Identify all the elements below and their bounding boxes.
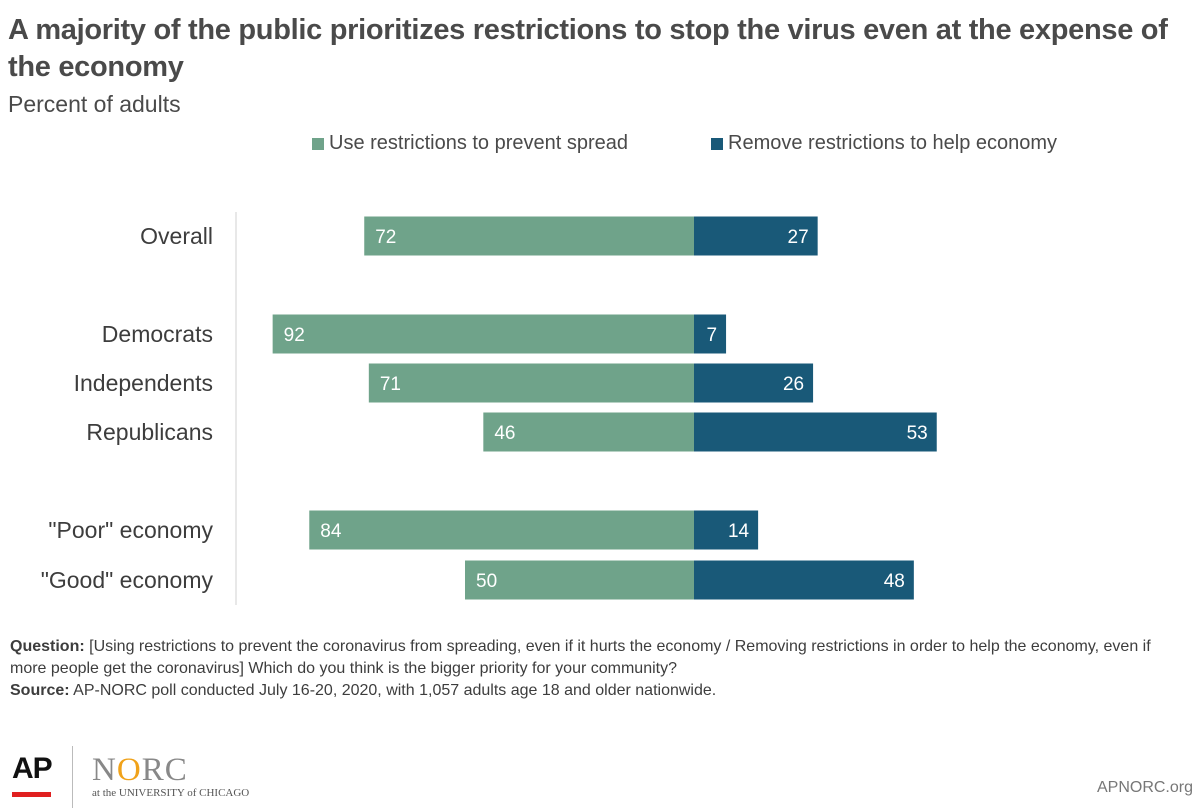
category-label: "Good" economy: [41, 567, 214, 593]
bar-restrictions: [465, 560, 694, 600]
legend-swatch-restrictions: [312, 137, 324, 150]
data-label-economy: 26: [783, 374, 804, 395]
question-label: Question:: [10, 638, 85, 655]
norc-sun-icon: O: [116, 752, 142, 788]
bar-restrictions: [368, 363, 694, 403]
bar-restrictions: [364, 216, 694, 256]
legend-item-restrictions: Use restrictions to prevent spread: [312, 132, 628, 155]
chart-title: A majority of the public prioritizes res…: [8, 14, 1168, 83]
data-label-economy: 7: [706, 325, 717, 346]
data-label-economy: 48: [884, 571, 905, 592]
bar-restrictions: [483, 412, 694, 452]
bar-restrictions: [272, 314, 694, 354]
data-label-restrictions: 50: [476, 571, 497, 592]
category-label: Republicans: [86, 419, 213, 445]
data-label-restrictions: 92: [284, 325, 305, 346]
bar-economy: [694, 314, 727, 354]
question-text: [Using restrictions to prevent the coron…: [10, 638, 1151, 677]
bar-economy: [694, 560, 914, 600]
source-text: AP-NORC poll conducted July 16-20, 2020,…: [69, 682, 717, 699]
ap-logo-bar: [12, 792, 51, 797]
category-label: Independents: [74, 370, 213, 396]
data-label-restrictions: 84: [320, 521, 342, 542]
bar-restrictions: [309, 510, 694, 550]
bar-chart: Overall 72 27 Democrats 92 7 Independents 71 26 R…: [41, 212, 937, 605]
category-label: "Poor" economy: [48, 517, 213, 543]
bar-economy: [694, 412, 937, 452]
site-url: APNORC.org: [1096, 779, 1193, 796]
legend-label-economy: Remove restrictions to help economy: [728, 132, 1058, 154]
uchicago-logo: at the UNIVERSITY of CHICAGO: [92, 787, 250, 799]
ap-logo: AP: [12, 752, 53, 785]
data-label-economy: 27: [788, 227, 809, 248]
source-label: Source:: [10, 682, 70, 699]
bar-economy: [694, 510, 759, 550]
legend-label-restrictions: Use restrictions to prevent spread: [329, 132, 629, 154]
data-label-restrictions: 71: [380, 374, 401, 395]
logo-divider: [72, 746, 73, 808]
data-label-economy: 14: [728, 521, 750, 542]
bar-economy: [694, 363, 814, 403]
category-label: Overall: [140, 223, 213, 249]
legend-item-economy: Remove restrictions to help economy: [711, 132, 1057, 155]
legend: Use restrictions to prevent spread Remov…: [0, 132, 1201, 160]
category-label: Democrats: [102, 321, 213, 347]
data-label-restrictions: 46: [494, 423, 515, 444]
data-label-economy: 53: [907, 423, 928, 444]
chart-subtitle: Percent of adults: [8, 91, 181, 117]
norc-logo: NORC: [92, 752, 188, 788]
bar-economy: [694, 216, 818, 256]
legend-swatch-economy: [711, 137, 723, 150]
data-label-restrictions: 72: [375, 227, 396, 248]
footnote: Question: [Using restrictions to prevent…: [10, 636, 1190, 702]
